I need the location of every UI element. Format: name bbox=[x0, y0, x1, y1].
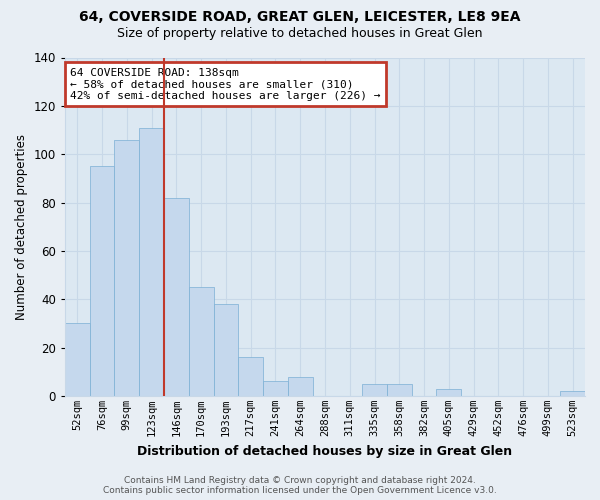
Text: 64, COVERSIDE ROAD, GREAT GLEN, LEICESTER, LE8 9EA: 64, COVERSIDE ROAD, GREAT GLEN, LEICESTE… bbox=[79, 10, 521, 24]
Text: Contains HM Land Registry data © Crown copyright and database right 2024.
Contai: Contains HM Land Registry data © Crown c… bbox=[103, 476, 497, 495]
Bar bbox=[560, 391, 585, 396]
Text: Size of property relative to detached houses in Great Glen: Size of property relative to detached ho… bbox=[117, 28, 483, 40]
X-axis label: Distribution of detached houses by size in Great Glen: Distribution of detached houses by size … bbox=[137, 444, 512, 458]
Bar bbox=[436, 388, 461, 396]
Bar bbox=[238, 357, 263, 396]
Bar bbox=[362, 384, 387, 396]
Bar bbox=[387, 384, 412, 396]
Text: 64 COVERSIDE ROAD: 138sqm
← 58% of detached houses are smaller (310)
42% of semi: 64 COVERSIDE ROAD: 138sqm ← 58% of detac… bbox=[70, 68, 380, 101]
Bar bbox=[65, 324, 90, 396]
Y-axis label: Number of detached properties: Number of detached properties bbox=[15, 134, 28, 320]
Bar bbox=[263, 382, 288, 396]
Bar bbox=[115, 140, 139, 396]
Bar bbox=[288, 376, 313, 396]
Bar bbox=[214, 304, 238, 396]
Bar bbox=[189, 287, 214, 396]
Bar bbox=[164, 198, 189, 396]
Bar bbox=[90, 166, 115, 396]
Bar bbox=[139, 128, 164, 396]
